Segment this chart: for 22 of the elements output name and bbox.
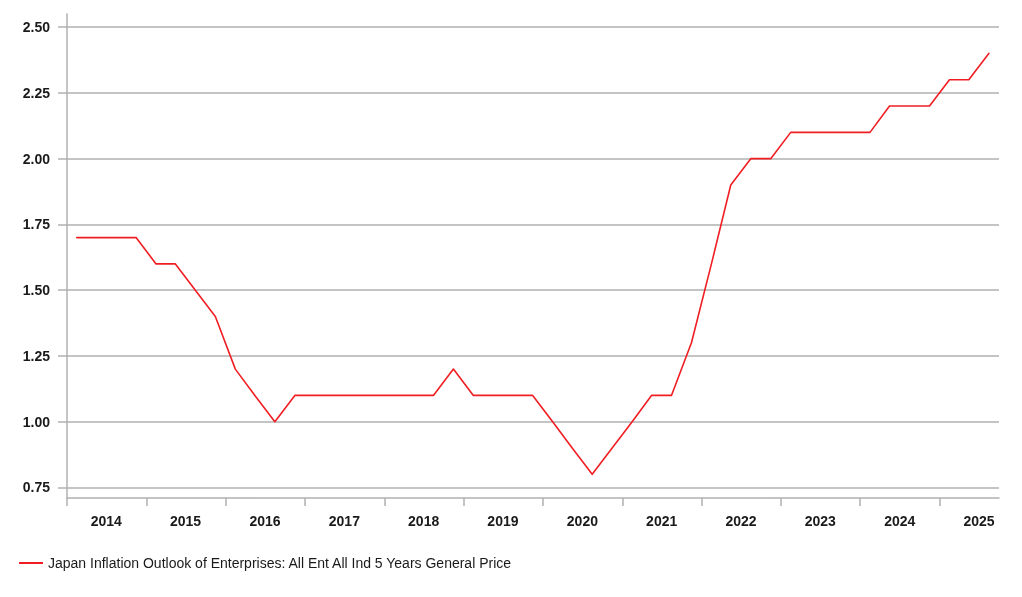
- x-tick-label: 2014: [90, 513, 123, 529]
- y-tick-label: 2.50: [22, 19, 51, 36]
- x-tick-label: 2019: [487, 513, 519, 529]
- y-tick-label: 1.75: [22, 216, 51, 233]
- x-tick-label: 2016: [249, 513, 281, 529]
- line-series: [75, 52, 990, 476]
- y-tick-label: 0.75: [22, 479, 51, 496]
- x-tick-label: 2021: [646, 513, 678, 529]
- legend-label: Japan Inflation Outlook of Enterprises: All Ent All Ind 5 Years General Price: [48, 555, 512, 571]
- x-tick-label: 2018: [408, 513, 440, 529]
- x-tick-label: 2022: [725, 513, 757, 529]
- x-tick-label: 2020: [566, 513, 599, 529]
- y-tick-label: 1.50: [22, 282, 51, 299]
- x-tick-label: 2024: [884, 513, 916, 529]
- x-tick-label: 2017: [328, 513, 361, 529]
- y-tick-label: 2.25: [22, 84, 51, 101]
- x-tick-label: 2015: [170, 513, 202, 529]
- x-tick-label: 2025: [963, 513, 995, 529]
- y-tick-label: 1.25: [22, 347, 51, 364]
- y-tick-label: 2.00: [22, 150, 51, 167]
- x-tick-label: 2023: [804, 513, 837, 529]
- y-tick-label: 1.00: [22, 413, 51, 430]
